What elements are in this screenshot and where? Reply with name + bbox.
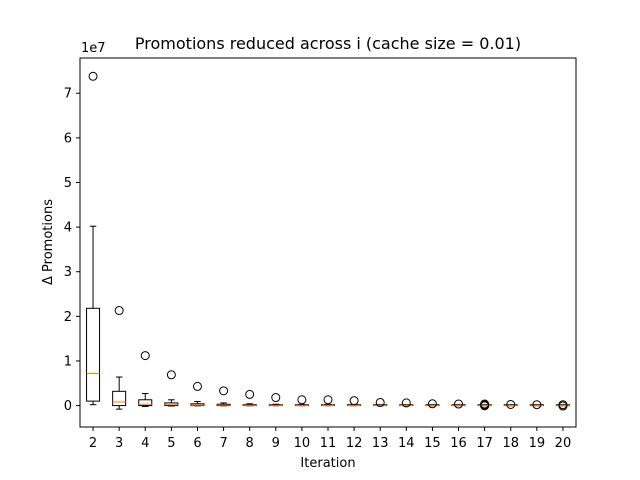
y-tick-label: 3 bbox=[64, 265, 72, 280]
outlier-point bbox=[140, 351, 150, 361]
y-tick-label: 6 bbox=[64, 131, 72, 146]
box-8 bbox=[242, 389, 257, 407]
box-2 bbox=[86, 71, 101, 406]
box-19 bbox=[529, 400, 544, 410]
x-tick-label: 15 bbox=[424, 436, 441, 451]
x-tick-label: 3 bbox=[115, 436, 123, 451]
outlier-point bbox=[532, 400, 542, 410]
x-tick-label: 14 bbox=[398, 436, 415, 451]
outlier-point bbox=[297, 395, 307, 405]
y-tick-label: 1 bbox=[64, 354, 72, 369]
x-tick-label: 18 bbox=[502, 436, 519, 451]
x-tick-label: 11 bbox=[320, 436, 337, 451]
box-12 bbox=[347, 396, 362, 407]
box-18 bbox=[503, 399, 518, 409]
box-body bbox=[86, 307, 101, 402]
x-tick-label: 20 bbox=[555, 436, 572, 451]
box-10 bbox=[294, 395, 309, 407]
outlier-point bbox=[114, 306, 124, 316]
x-tick-label: 8 bbox=[246, 436, 254, 451]
box-9 bbox=[268, 393, 283, 407]
x-tick-label: 10 bbox=[294, 436, 311, 451]
y-tick-label: 5 bbox=[64, 176, 72, 191]
x-tick-label: 13 bbox=[372, 436, 389, 451]
y-offset-label: 1e7 bbox=[81, 41, 106, 56]
outlier-point bbox=[558, 401, 568, 411]
outlier-point bbox=[349, 396, 359, 406]
outlier-point bbox=[88, 71, 98, 81]
y-axis-label: Δ Promotions bbox=[41, 199, 56, 285]
x-tick-label: 16 bbox=[450, 436, 467, 451]
outlier-point bbox=[506, 399, 516, 409]
box-5 bbox=[164, 370, 179, 407]
y-tick-label: 0 bbox=[64, 399, 72, 414]
y-tick-label: 2 bbox=[64, 310, 72, 325]
box-17 bbox=[477, 399, 492, 411]
outlier-point bbox=[192, 381, 202, 391]
box-14 bbox=[399, 398, 414, 408]
x-tick-label: 4 bbox=[141, 436, 149, 451]
outlier-point bbox=[427, 399, 437, 409]
box-6 bbox=[190, 381, 205, 407]
outlier-point bbox=[245, 389, 255, 399]
x-tick-label: 12 bbox=[346, 436, 363, 451]
outlier-point bbox=[323, 395, 333, 405]
box-16 bbox=[451, 399, 466, 409]
box-4 bbox=[138, 351, 153, 407]
x-tick-label: 19 bbox=[529, 436, 546, 451]
outlier-point bbox=[480, 401, 490, 411]
box-20 bbox=[555, 400, 570, 411]
box-13 bbox=[373, 397, 388, 407]
x-tick-label: 5 bbox=[167, 436, 175, 451]
box-7 bbox=[216, 386, 231, 407]
x-tick-label: 2 bbox=[89, 436, 97, 451]
outlier-point bbox=[271, 393, 281, 403]
box-3 bbox=[112, 306, 127, 410]
y-tick-label: 7 bbox=[64, 87, 72, 102]
outlier-point bbox=[401, 398, 411, 408]
x-tick-label: 7 bbox=[219, 436, 227, 451]
y-tick-label: 4 bbox=[64, 221, 72, 236]
box-15 bbox=[425, 399, 440, 409]
outlier-point bbox=[454, 399, 464, 409]
box-body bbox=[138, 399, 153, 407]
outlier-point bbox=[166, 370, 176, 380]
box-11 bbox=[321, 395, 335, 407]
x-tick-label: 9 bbox=[272, 436, 280, 451]
outlier-point bbox=[375, 397, 385, 407]
box-body bbox=[112, 390, 127, 407]
axes-frame bbox=[79, 57, 577, 428]
x-axis-label: Iteration bbox=[300, 456, 355, 471]
x-tick-label: 6 bbox=[193, 436, 201, 451]
x-tick-label: 17 bbox=[476, 436, 493, 451]
outlier-point bbox=[219, 386, 229, 396]
chart-title: Promotions reduced across i (cache size … bbox=[135, 34, 521, 53]
